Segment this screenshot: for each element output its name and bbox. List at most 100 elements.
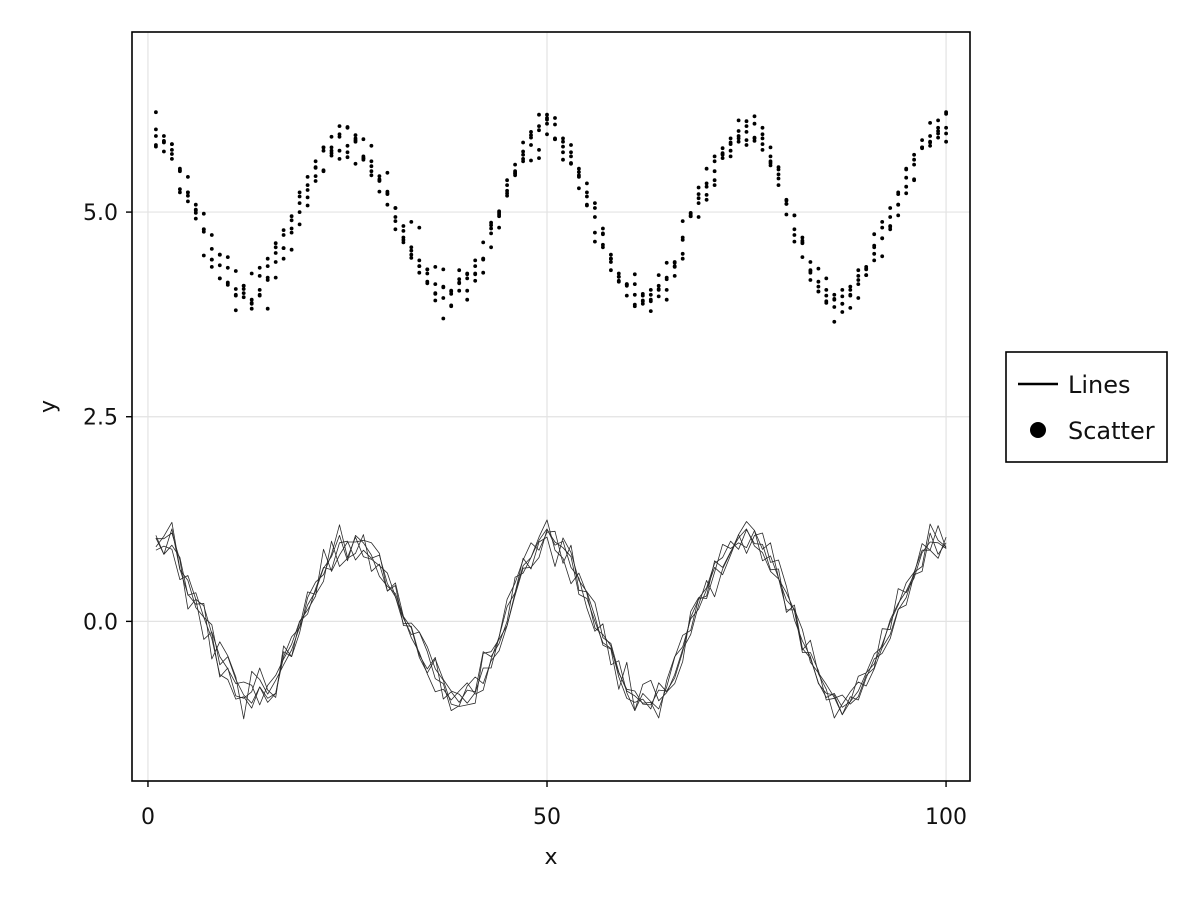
scatter-point <box>896 202 901 207</box>
x-axis-label: x <box>544 845 557 870</box>
scatter-point <box>337 134 342 139</box>
lines-series <box>155 521 947 719</box>
scatter-point <box>313 174 318 179</box>
scatter-point <box>824 288 829 292</box>
scatter-point <box>313 159 318 164</box>
scatter-point <box>417 258 422 263</box>
scatter-point <box>944 112 948 116</box>
scatter-point <box>808 269 813 273</box>
scatter-point <box>193 211 198 215</box>
scatter-point <box>888 206 893 210</box>
scatter-point <box>760 125 765 130</box>
lines-series <box>155 528 947 711</box>
scatter-point <box>752 136 757 141</box>
scatter-point <box>728 142 733 147</box>
scatter-point <box>569 161 573 166</box>
scatter-point <box>712 169 717 174</box>
scatter-point <box>345 125 350 129</box>
scatter-point <box>609 252 613 257</box>
scatter-point <box>369 164 374 169</box>
scatter-point <box>433 282 438 286</box>
scatter-point <box>800 235 805 240</box>
scatter-point <box>162 139 166 144</box>
scatter-point <box>856 296 861 300</box>
scatter-point <box>281 246 286 251</box>
scatter-point <box>744 130 749 134</box>
scatter-point <box>393 227 398 232</box>
scatter-point <box>928 134 932 138</box>
scatter-point <box>704 166 709 171</box>
scatter-point <box>353 139 358 144</box>
scatter-point <box>249 301 254 305</box>
scatter-point <box>449 288 454 293</box>
scatter-point <box>776 172 781 177</box>
ticks: 0 50 100 0.0 2.5 5.0 <box>83 201 967 830</box>
scatter-point <box>281 256 286 261</box>
scatter-point <box>920 145 924 150</box>
scatter-point <box>393 215 398 219</box>
scatter-point <box>513 169 517 174</box>
scatter-point <box>792 213 797 218</box>
scatter-point <box>616 271 621 276</box>
scatter-point <box>776 176 781 181</box>
scatter-point <box>178 169 182 174</box>
scatter-point <box>609 260 613 264</box>
scatter-point <box>824 293 829 298</box>
scatter-point <box>513 162 517 167</box>
scatter-point <box>273 241 278 246</box>
scatter-point <box>569 150 573 155</box>
scatter-point <box>856 278 861 282</box>
scatter-point <box>345 155 350 160</box>
scatter-point <box>225 283 230 287</box>
scatter-point <box>305 175 310 179</box>
scatter-point <box>233 269 238 273</box>
scatter-point <box>489 231 493 236</box>
scatter-point <box>521 152 525 157</box>
scatter-point <box>305 188 310 192</box>
scatter-point <box>704 181 709 186</box>
scatter-point <box>800 238 805 243</box>
scatter-point <box>465 288 470 293</box>
scatter-point <box>305 183 310 188</box>
scatter-point <box>848 293 853 298</box>
scatter-point <box>233 308 238 313</box>
scatter-point <box>720 156 725 161</box>
scatter-point <box>217 252 222 257</box>
scatter-point <box>537 148 541 152</box>
scatter-point <box>521 149 525 154</box>
scatter-point <box>201 253 206 258</box>
scatter-point <box>186 175 190 179</box>
scatter-point <box>944 125 948 130</box>
scatter-point <box>704 197 709 202</box>
scatter-point <box>201 227 206 232</box>
scatter-point <box>704 193 709 197</box>
scatter-point <box>736 136 741 141</box>
scatter-point <box>840 310 845 314</box>
scatter-point <box>273 260 278 264</box>
scatter-point <box>393 219 398 224</box>
scatter-point <box>265 306 270 311</box>
scatter-point <box>656 273 661 277</box>
scatter-point <box>816 266 821 271</box>
scatter-point <box>505 191 509 196</box>
scatter-point <box>561 139 565 144</box>
scatter-point <box>593 206 597 210</box>
scatter-point <box>162 134 166 138</box>
scatter-point <box>712 154 717 159</box>
scatter-point <box>369 159 374 164</box>
scatter-point <box>728 148 733 153</box>
scatter-point <box>872 251 877 256</box>
scatter-point <box>624 282 629 286</box>
x-tick-label: 100 <box>925 805 967 830</box>
scatter-point <box>289 214 294 219</box>
scatter-point <box>425 271 430 276</box>
scatter-point <box>297 201 302 206</box>
scatter-point <box>601 242 605 247</box>
scatter-point <box>936 129 940 133</box>
scatter-point <box>760 142 765 147</box>
scatter-point <box>297 210 302 215</box>
scatter-point <box>904 184 909 189</box>
scatter-point <box>265 256 270 261</box>
scatter-point <box>864 266 869 271</box>
scatter-point <box>936 135 940 140</box>
